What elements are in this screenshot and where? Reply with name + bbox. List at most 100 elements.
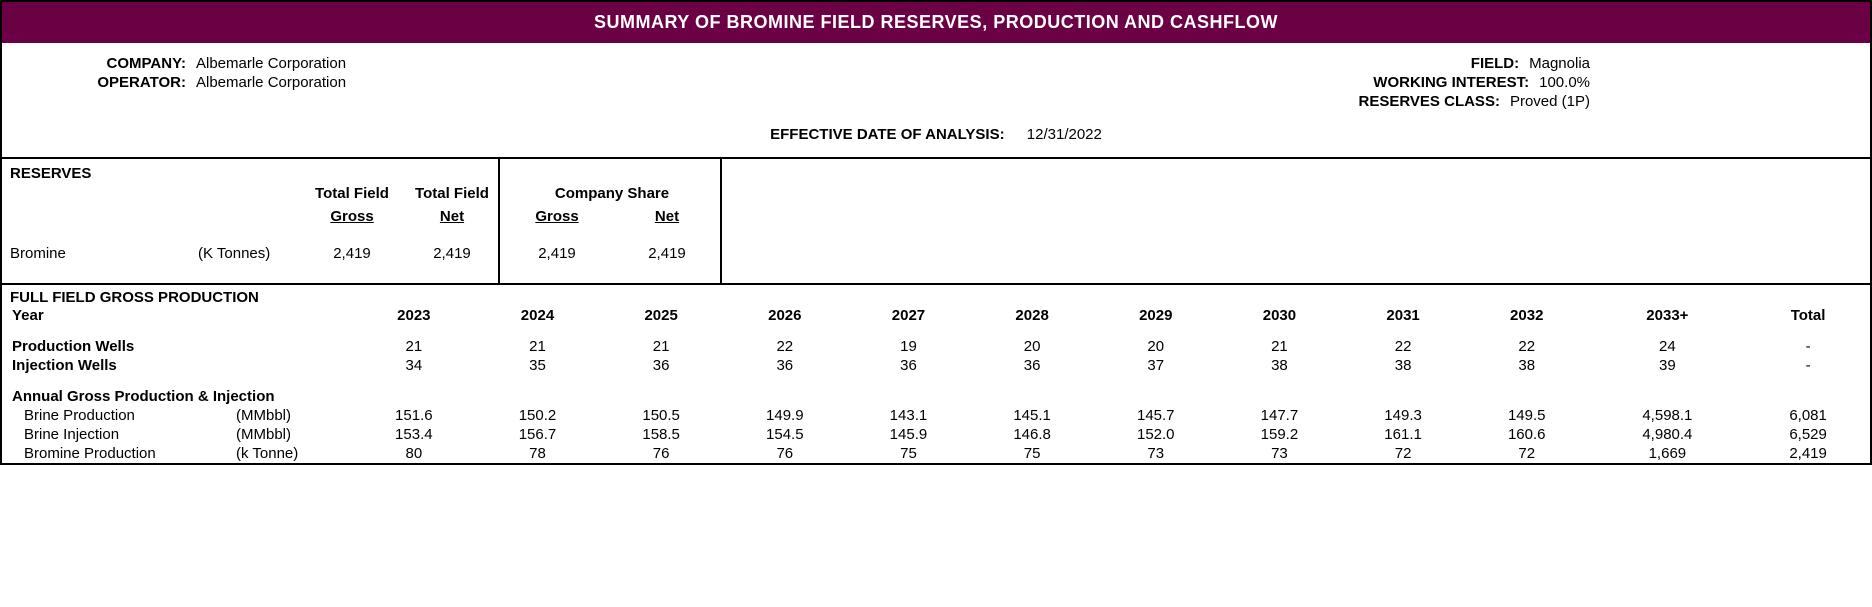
bi-1: 156.7 bbox=[476, 425, 600, 444]
br-11: 2,419 bbox=[1746, 444, 1870, 463]
col-cs-net: Net bbox=[612, 205, 722, 228]
row-inj-wells: Injection Wells 34 35 36 36 36 36 37 38 … bbox=[2, 356, 1870, 375]
col-cs-gross: Gross bbox=[502, 205, 612, 228]
operator-value: Albemarle Corporation bbox=[192, 74, 346, 91]
year-row: Year 2023 2024 2025 2026 2027 2028 2029 … bbox=[2, 306, 1870, 325]
col-company-share: Company Share bbox=[502, 182, 722, 205]
row-brine-prod: Brine Production (MMbbl) 151.6 150.2 150… bbox=[2, 406, 1870, 425]
pw-8: 22 bbox=[1341, 337, 1465, 356]
bi-6: 152.0 bbox=[1094, 425, 1218, 444]
yr-1: 2024 bbox=[476, 306, 600, 325]
prod-wells-label: Production Wells bbox=[2, 337, 232, 356]
production-section: FULL FIELD GROSS PRODUCTION Year 2023 20… bbox=[2, 283, 1870, 463]
inj-wells-label: Injection Wells bbox=[2, 356, 232, 375]
pw-6: 20 bbox=[1094, 337, 1218, 356]
row-brine-inj: Brine Injection (MMbbl) 153.4 156.7 158.… bbox=[2, 425, 1870, 444]
iw-7: 38 bbox=[1218, 356, 1342, 375]
reserves-table: Total Field Total Field Company Share Gr… bbox=[2, 182, 722, 265]
col-total-field-2: Total Field bbox=[402, 182, 502, 205]
bp-1: 150.2 bbox=[476, 406, 600, 425]
bp-9: 149.5 bbox=[1465, 406, 1589, 425]
iw-8: 38 bbox=[1341, 356, 1465, 375]
yr-8: 2031 bbox=[1341, 306, 1465, 325]
bp-3: 149.9 bbox=[723, 406, 847, 425]
rc-value: Proved (1P) bbox=[1506, 93, 1590, 110]
br-10: 1,669 bbox=[1589, 444, 1747, 463]
title-banner: SUMMARY OF BROMINE FIELD RESERVES, PRODU… bbox=[2, 2, 1870, 43]
yr-2: 2025 bbox=[599, 306, 723, 325]
bp-6: 145.7 bbox=[1094, 406, 1218, 425]
info-block: COMPANY: Albemarle Corporation OPERATOR:… bbox=[2, 43, 1870, 157]
br-8: 72 bbox=[1341, 444, 1465, 463]
bi-7: 159.2 bbox=[1218, 425, 1342, 444]
bi-8: 161.1 bbox=[1341, 425, 1465, 444]
company-label: COMPANY: bbox=[22, 55, 192, 72]
bp-5: 145.1 bbox=[970, 406, 1094, 425]
yr-4: 2027 bbox=[847, 306, 971, 325]
br-3: 76 bbox=[723, 444, 847, 463]
pw-5: 20 bbox=[970, 337, 1094, 356]
pw-3: 22 bbox=[723, 337, 847, 356]
br-7: 73 bbox=[1218, 444, 1342, 463]
yr-9: 2032 bbox=[1465, 306, 1589, 325]
yr-11: Total bbox=[1746, 306, 1870, 325]
yr-10: 2033+ bbox=[1589, 306, 1747, 325]
pw-2: 21 bbox=[599, 337, 723, 356]
eff-value: 12/31/2022 bbox=[1027, 126, 1102, 143]
pw-9: 22 bbox=[1465, 337, 1589, 356]
row-bromine-prod: Bromine Production (k Tonne) 80 78 76 76… bbox=[2, 444, 1870, 463]
reserves-heading: RESERVES bbox=[2, 159, 1870, 182]
pw-0: 21 bbox=[352, 337, 476, 356]
iw-0: 34 bbox=[352, 356, 476, 375]
brine-inj-label: Brine Injection bbox=[2, 425, 232, 444]
rc-label: RESERVES CLASS: bbox=[1186, 93, 1506, 110]
pw-7: 21 bbox=[1218, 337, 1342, 356]
bi-0: 153.4 bbox=[352, 425, 476, 444]
bi-5: 146.8 bbox=[970, 425, 1094, 444]
bi-11: 6,529 bbox=[1746, 425, 1870, 444]
bp-11: 6,081 bbox=[1746, 406, 1870, 425]
iw-4: 36 bbox=[847, 356, 971, 375]
bromine-prod-label: Bromine Production bbox=[2, 444, 232, 463]
reserves-section: RESERVES Total Field Total Field Company… bbox=[2, 157, 1870, 283]
production-table: Year 2023 2024 2025 2026 2027 2028 2029 … bbox=[2, 306, 1870, 463]
iw-9: 38 bbox=[1465, 356, 1589, 375]
br-1: 78 bbox=[476, 444, 600, 463]
br-5: 75 bbox=[970, 444, 1094, 463]
bp-4: 143.1 bbox=[847, 406, 971, 425]
info-right: FIELD: Magnolia WORKING INTEREST: 100.0%… bbox=[936, 55, 1850, 112]
row-prod-wells: Production Wells 21 21 21 22 19 20 20 21… bbox=[2, 337, 1870, 356]
br-4: 75 bbox=[847, 444, 971, 463]
bp-7: 147.7 bbox=[1218, 406, 1342, 425]
iw-10: 39 bbox=[1589, 356, 1747, 375]
reserves-tf-gross: 2,419 bbox=[302, 242, 402, 265]
operator-label: OPERATOR: bbox=[22, 74, 192, 91]
production-heading: FULL FIELD GROSS PRODUCTION bbox=[2, 285, 1870, 306]
col-tf-gross: Gross bbox=[302, 205, 402, 228]
brine-prod-label: Brine Production bbox=[2, 406, 232, 425]
annual-subheading: Annual Gross Production & Injection bbox=[2, 387, 1870, 406]
br-2: 76 bbox=[599, 444, 723, 463]
iw-1: 35 bbox=[476, 356, 600, 375]
iw-5: 36 bbox=[970, 356, 1094, 375]
eff-label: EFFECTIVE DATE OF ANALYSIS: bbox=[770, 126, 1004, 143]
bi-9: 160.6 bbox=[1465, 425, 1589, 444]
brine-inj-unit: (MMbbl) bbox=[232, 425, 352, 444]
reserves-cs-gross: 2,419 bbox=[502, 242, 612, 265]
bi-4: 145.9 bbox=[847, 425, 971, 444]
br-0: 80 bbox=[352, 444, 476, 463]
br-6: 73 bbox=[1094, 444, 1218, 463]
pw-4: 19 bbox=[847, 337, 971, 356]
bp-8: 149.3 bbox=[1341, 406, 1465, 425]
pw-10: 24 bbox=[1589, 337, 1747, 356]
bromine-prod-unit: (k Tonne) bbox=[232, 444, 352, 463]
yr-7: 2030 bbox=[1218, 306, 1342, 325]
field-value: Magnolia bbox=[1525, 55, 1590, 72]
yr-6: 2029 bbox=[1094, 306, 1218, 325]
pw-1: 21 bbox=[476, 337, 600, 356]
reserves-divider-1 bbox=[498, 159, 500, 283]
reserves-row-unit: (K Tonnes) bbox=[192, 242, 302, 265]
year-label: Year bbox=[2, 306, 232, 325]
col-tf-net: Net bbox=[402, 205, 502, 228]
reserves-row-label: Bromine bbox=[2, 242, 192, 265]
